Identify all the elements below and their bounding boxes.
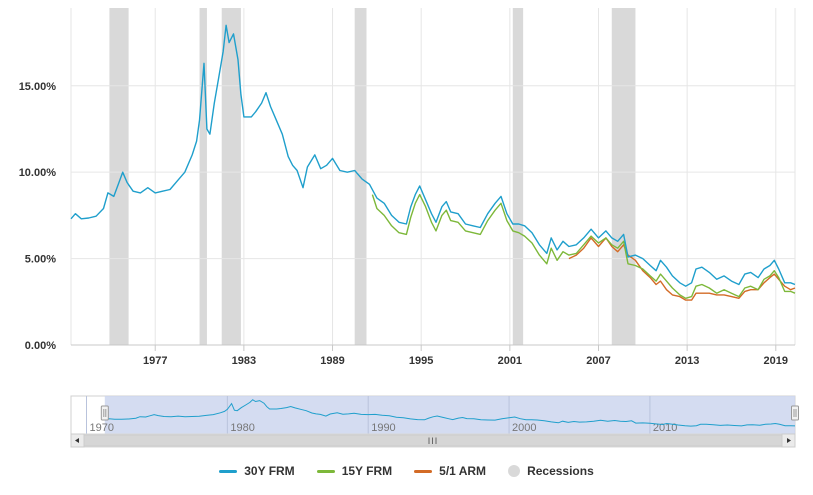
navigator[interactable]: 1970 1980 1990 2000 2010 bbox=[70, 395, 799, 435]
scrollbar-grip: III bbox=[428, 436, 439, 446]
x-tick-label: 2013 bbox=[675, 355, 699, 367]
y-tick-label: 15.00% bbox=[19, 81, 57, 93]
navigator-handle-left[interactable] bbox=[100, 405, 109, 421]
x-tick-label: 1989 bbox=[320, 355, 344, 367]
legend-swatch-15y-frm bbox=[316, 469, 335, 473]
chevron-left-icon bbox=[75, 438, 79, 443]
legend-label-recessions: Recessions bbox=[527, 464, 594, 478]
legend-item-5-1-arm[interactable]: 5/1 ARM bbox=[414, 464, 486, 478]
x-tick-label: 1977 bbox=[143, 355, 167, 367]
recession-band bbox=[221, 8, 241, 345]
recession-band bbox=[199, 8, 207, 345]
legend-swatch-30y-frm bbox=[219, 469, 238, 473]
chevron-right-icon bbox=[787, 438, 791, 443]
handle-body[interactable] bbox=[100, 405, 109, 421]
recession-band bbox=[611, 8, 636, 345]
legend-swatch-recessions bbox=[508, 465, 521, 477]
legend-swatch-5-1-arm bbox=[414, 469, 433, 473]
legend-item-15y-frm[interactable]: 15Y FRM bbox=[316, 464, 393, 478]
navigator-tick-label: 1970 bbox=[89, 422, 113, 434]
x-tick-label: 1983 bbox=[232, 355, 256, 367]
navigator-tick-label: 2000 bbox=[512, 422, 536, 434]
series-line-30y-frm[interactable] bbox=[70, 24, 796, 287]
x-tick-label: 2007 bbox=[586, 355, 610, 367]
y-tick-label: 5.00% bbox=[25, 254, 56, 266]
legend-item-30y-frm[interactable]: 30Y FRM bbox=[219, 464, 295, 478]
legend-item-recessions[interactable]: Recessions bbox=[508, 464, 594, 478]
navigator-tick-label: 1990 bbox=[371, 422, 395, 434]
recession-band bbox=[512, 8, 524, 345]
legend-label-30y-frm: 30Y FRM bbox=[244, 464, 295, 478]
x-tick-label: 2019 bbox=[764, 355, 788, 367]
plot-area bbox=[70, 8, 796, 346]
legend-label-15y-frm: 15Y FRM bbox=[341, 464, 393, 478]
y-tick-label: 10.00% bbox=[19, 167, 57, 179]
recession-band bbox=[109, 8, 129, 345]
navigator-handle-right[interactable] bbox=[791, 405, 799, 421]
navigator-scrollbar[interactable]: III bbox=[70, 433, 796, 448]
navigator-tick-label: 1980 bbox=[230, 422, 254, 434]
scroll-left-button[interactable] bbox=[70, 433, 85, 448]
chart-legend: 30Y FRM 15Y FRM 5/1 ARM Recessions bbox=[0, 458, 813, 484]
x-tick-label: 2001 bbox=[498, 355, 522, 367]
y-tick-label: 0.00% bbox=[25, 340, 56, 352]
series-line-5-1-arm[interactable] bbox=[568, 237, 796, 301]
x-tick-label: 1995 bbox=[409, 355, 433, 367]
legend-label-5-1-arm: 5/1 ARM bbox=[439, 464, 487, 478]
scroll-right-button[interactable] bbox=[781, 433, 796, 448]
navigator-tick-label: 2010 bbox=[653, 422, 677, 434]
handle-body[interactable] bbox=[791, 405, 799, 421]
series-line-15y-frm[interactable] bbox=[371, 193, 796, 299]
navigator-selection[interactable] bbox=[104, 396, 796, 434]
navigator-series-line bbox=[104, 399, 796, 427]
